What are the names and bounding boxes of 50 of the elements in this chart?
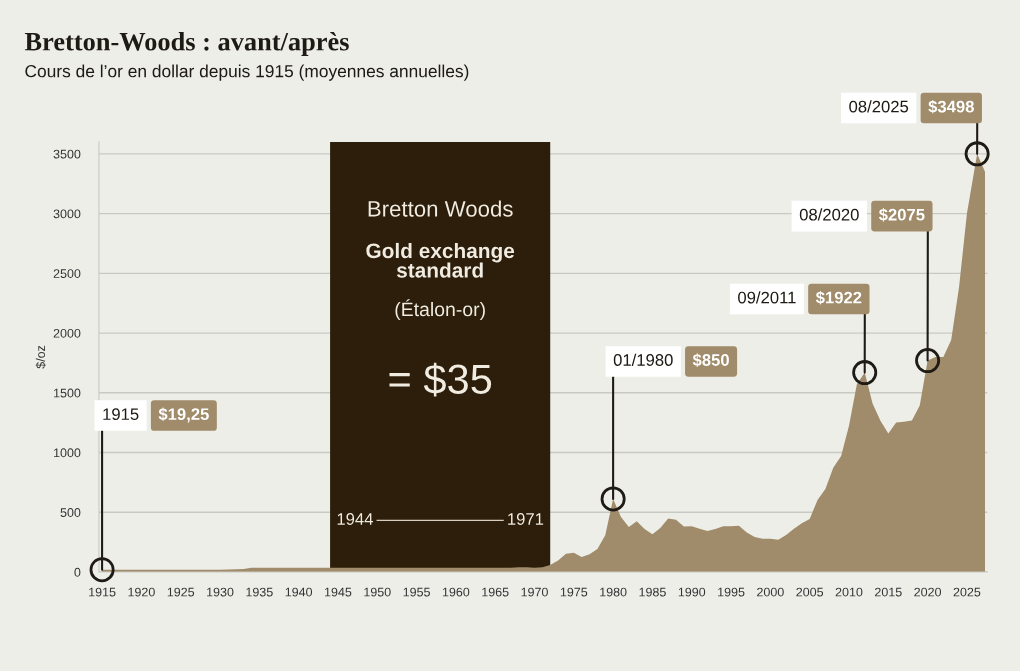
y-tick-label: 500 — [60, 508, 81, 517]
x-tick-label: 1970 — [521, 587, 548, 597]
annotation: (Étalon-or) — [395, 299, 485, 321]
x-tick-label: 1950 — [364, 587, 391, 597]
annotation: $3498 — [928, 99, 974, 114]
y-tick-label: 3000 — [53, 209, 81, 219]
x-tick-label: 1915 — [89, 587, 116, 597]
annotation: $2075 — [878, 208, 925, 222]
annotation: $850 — [692, 353, 729, 367]
x-tick-label: 1925 — [167, 587, 195, 597]
annotation: $19,25 — [158, 407, 209, 423]
x-tick-label: 2000 — [757, 587, 784, 597]
x-tick-label: 1945 — [325, 587, 352, 597]
x-tick-label: 1955 — [403, 587, 430, 597]
y-tick-label: 0 — [74, 567, 81, 577]
x-tick-label: 2020 — [914, 587, 942, 597]
x-tick-label: 1995 — [718, 587, 745, 597]
annotation: 09/2011 — [738, 291, 796, 304]
chart-subtitle: Cours de l’or en dollar depuis 1915 (moyennes annuelles) — [25, 64, 469, 81]
chart-title: Bretton-Woods : avant/après — [24, 31, 349, 56]
y-axis-title: $/oz — [35, 345, 46, 369]
x-tick-label: 1980 — [600, 587, 627, 597]
y-tick-label: 1000 — [54, 448, 81, 458]
y-tick-label: 2500 — [53, 269, 81, 278]
x-tick-label: 1930 — [207, 587, 234, 597]
x-tick-label: 2015 — [875, 587, 902, 597]
annotation: = $35 — [389, 362, 492, 397]
annotation: Gold exchange standard — [366, 242, 515, 278]
band-label: Bretton Woods — [368, 200, 513, 217]
x-tick-label: 1975 — [560, 587, 588, 597]
text: 08/2025 — [849, 100, 909, 113]
x-tick-label: 1965 — [482, 587, 509, 597]
annotation: 1915 — [103, 408, 139, 421]
x-tick-label: 2010 — [835, 587, 863, 597]
x-tick-label: 2005 — [796, 587, 824, 597]
x-tick-label: 1960 — [442, 587, 470, 597]
y-tick-label: 2000 — [53, 328, 81, 338]
x-tick-label: 1985 — [639, 587, 666, 597]
annotation: $1922 — [815, 290, 862, 305]
annotation: 01/1980 — [613, 353, 673, 366]
x-tick-label: 1990 — [678, 587, 706, 597]
y-tick-label: 1500 — [54, 388, 81, 398]
x-tick-label: 1940 — [285, 587, 313, 597]
x-tick-label: 2025 — [953, 587, 981, 597]
annotation: 1971 — [508, 513, 544, 525]
y-tick-label: 3500 — [53, 149, 81, 159]
annotation: 08/2020 — [799, 208, 859, 221]
x-tick-label: 1920 — [128, 587, 155, 597]
x-tick-label: 1935 — [246, 587, 273, 597]
annotation: 1944 — [337, 513, 373, 525]
